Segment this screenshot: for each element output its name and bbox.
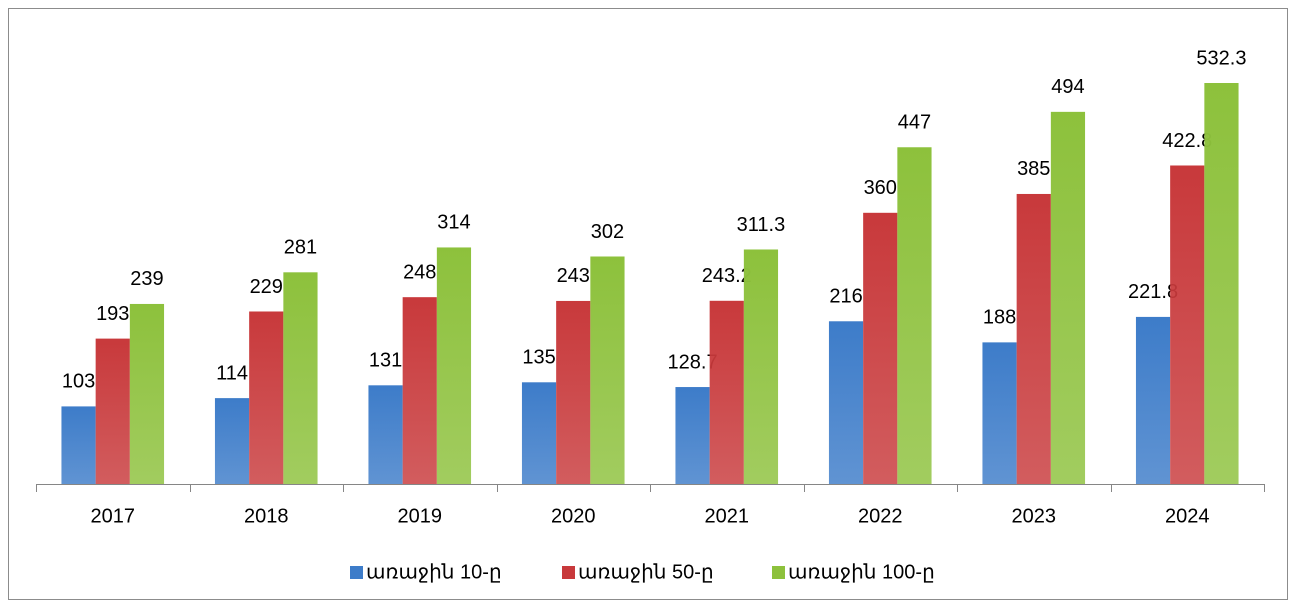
bar	[590, 256, 625, 484]
bar	[1204, 83, 1239, 484]
legend-swatch	[772, 566, 785, 579]
data-label: 311.3	[737, 214, 786, 236]
bar	[743, 249, 779, 484]
data-label: 131	[369, 350, 402, 372]
data-label: 193	[96, 303, 129, 325]
bar	[982, 342, 1017, 484]
bar	[61, 406, 96, 484]
bar	[1135, 316, 1171, 484]
x-tick-label: 2019	[398, 505, 443, 527]
bar	[521, 382, 557, 484]
data-label: 243	[557, 265, 590, 287]
bar	[283, 272, 318, 484]
bar	[249, 311, 284, 484]
bar	[436, 247, 472, 484]
chart-frame	[8, 8, 1288, 600]
bar	[214, 398, 250, 484]
data-label: 239	[130, 268, 163, 290]
bar	[897, 147, 932, 484]
bar	[1016, 193, 1051, 484]
data-label: 281	[284, 237, 317, 259]
legend-swatch	[350, 566, 363, 579]
data-label: 229	[250, 276, 283, 298]
data-label: 103	[62, 371, 95, 393]
x-tick-label: 2024	[1165, 505, 1210, 527]
data-label: 360	[864, 177, 897, 199]
bar	[863, 212, 898, 485]
legend-swatch	[562, 566, 575, 579]
x-tick-label: 2017	[91, 505, 136, 527]
data-label: 243.2	[702, 265, 752, 287]
bar	[95, 338, 130, 484]
bar	[1050, 111, 1086, 484]
data-label: 216	[829, 286, 862, 308]
x-tick-label: 2021	[705, 505, 750, 527]
bar	[556, 300, 591, 484]
data-label: 114	[216, 362, 248, 384]
legend-label: առաջին 50-ը	[578, 561, 714, 583]
legend-label: առաջին 100-ը	[788, 561, 935, 583]
data-label: 302	[591, 221, 624, 243]
bar	[675, 387, 710, 484]
data-label: 422.8	[1162, 130, 1212, 152]
data-label: 314	[437, 212, 470, 234]
bar	[1170, 165, 1205, 484]
data-label: 385	[1017, 158, 1050, 180]
data-label: 532.3	[1196, 47, 1246, 69]
x-tick-label: 2022	[858, 505, 903, 527]
bar	[709, 300, 744, 484]
data-label: 494	[1051, 76, 1084, 98]
data-label: 135	[522, 347, 555, 369]
data-label: 128.7	[668, 351, 718, 373]
data-label: 188	[983, 307, 1016, 329]
data-label: 248	[403, 261, 436, 283]
bar	[368, 385, 403, 484]
data-label: 221.8	[1128, 281, 1178, 303]
data-label: 447	[898, 112, 931, 134]
bar	[828, 321, 864, 484]
bar	[129, 303, 165, 484]
x-tick-label: 2023	[1012, 505, 1057, 527]
bar	[402, 297, 437, 484]
x-tick-label: 2018	[244, 505, 289, 527]
legend-label: առաջին 10-ը	[366, 561, 502, 583]
x-tick-label: 2020	[551, 505, 596, 527]
